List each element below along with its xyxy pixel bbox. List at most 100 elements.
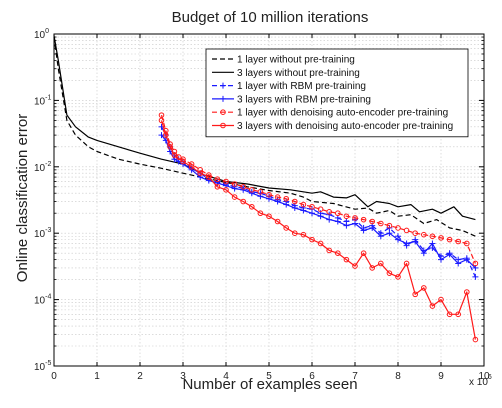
data-point [283,195,290,202]
y-tick-base: 10 [34,163,46,174]
data-point [378,260,384,267]
data-point [300,201,307,208]
data-point [326,247,333,254]
data-point [171,152,178,158]
legend-item: 1 layer with RBM pre-training [212,81,366,92]
data-point [455,238,462,245]
y-tick-label: 10-4 [34,294,51,307]
legend-label: 3 layers with RBM pre-training [237,94,371,105]
legend-label: 1 layer with denoising auto-encoder pre-… [237,108,448,119]
series-layer [53,35,479,343]
y-tick-exponent: -2 [45,161,51,168]
data-point [412,230,419,236]
legend-label: 3 layers without pre-training [237,68,360,79]
data-point [223,187,229,193]
data-point [317,240,324,247]
data-point [352,215,358,221]
x-axis-label: Number of examples seen [182,376,357,393]
data-point [240,183,246,190]
x-tick-label: 6 [309,371,315,382]
y-tick-label: 10-2 [34,161,51,174]
y-tick-label: 100 [34,28,49,41]
data-point [257,210,264,217]
x-tick-label: 8 [395,371,401,382]
x-tick-label: 0 [51,371,57,382]
legend-item: 1 layer with denoising auto-encoder pre-… [212,108,448,119]
data-point [188,164,195,170]
legend-item: 3 layers with RBM pre-training [212,94,371,105]
series-line [53,35,476,221]
y-tick-exponent: -4 [45,294,51,301]
data-point [163,132,169,138]
data-point [197,167,203,173]
data-point [292,198,298,205]
legend-item: 1 layer without pre-training [212,55,355,66]
data-point [266,191,272,198]
y-tick-exponent: 0 [45,28,49,35]
data-point [317,206,324,212]
data-point [257,189,264,195]
data-point [214,183,221,190]
data-point [395,225,401,231]
y-tick-base: 10 [34,229,46,240]
data-point [335,250,341,256]
data-point [266,213,272,220]
x-tick-label: 5 [266,371,272,382]
x-tick-label: 2 [137,371,143,382]
legend-item: 3 layers with denoising auto-encoder pre… [212,121,453,132]
data-point [158,117,165,124]
data-point [403,260,410,267]
data-point [421,231,427,238]
data-point [352,263,358,269]
data-point [412,291,419,298]
data-point [429,233,436,240]
data-point [464,240,470,247]
data-point [180,158,186,165]
x-tick-label: 9 [438,371,444,382]
data-point [158,112,165,118]
data-point [446,311,453,318]
data-point [464,289,470,295]
legend-label: 1 layer with RBM pre-training [237,81,366,92]
data-point [240,198,246,205]
data-point [360,250,367,256]
data-point [403,227,410,234]
data-point [283,225,290,231]
series-5 [158,112,479,267]
data-point [300,231,307,238]
chart-title: Budget of 10 million iterations [172,9,369,26]
data-point [309,203,315,210]
data-point [343,213,350,220]
data-point [167,144,173,150]
data-point [369,218,376,225]
y-tick-exponent: -1 [45,94,51,101]
data-point [249,203,255,210]
data-point [386,222,393,229]
y-tick-label: 10-5 [34,360,51,373]
x-tick-label: 1 [94,371,100,382]
series-line [53,36,476,237]
data-point [421,285,427,291]
y-tick-base: 10 [34,296,46,307]
data-point [309,236,315,243]
legend-box [205,48,469,138]
data-point [335,210,341,217]
data-point [214,176,221,183]
data-point [231,194,238,200]
y-tick-base: 10 [34,96,46,107]
legend-label: 1 layer without pre-training [237,55,355,66]
series-line [160,114,476,264]
y-tick-base: 10 [34,362,46,373]
data-point [455,311,462,318]
data-point [220,122,226,129]
data-point [292,230,298,236]
data-point [249,187,255,193]
data-point [438,235,444,241]
x-multiplier-exponent: 6 [488,374,492,381]
y-tick-label: 10-3 [34,227,51,240]
data-point [438,296,444,303]
data-point [231,181,238,187]
data-point [472,336,479,343]
